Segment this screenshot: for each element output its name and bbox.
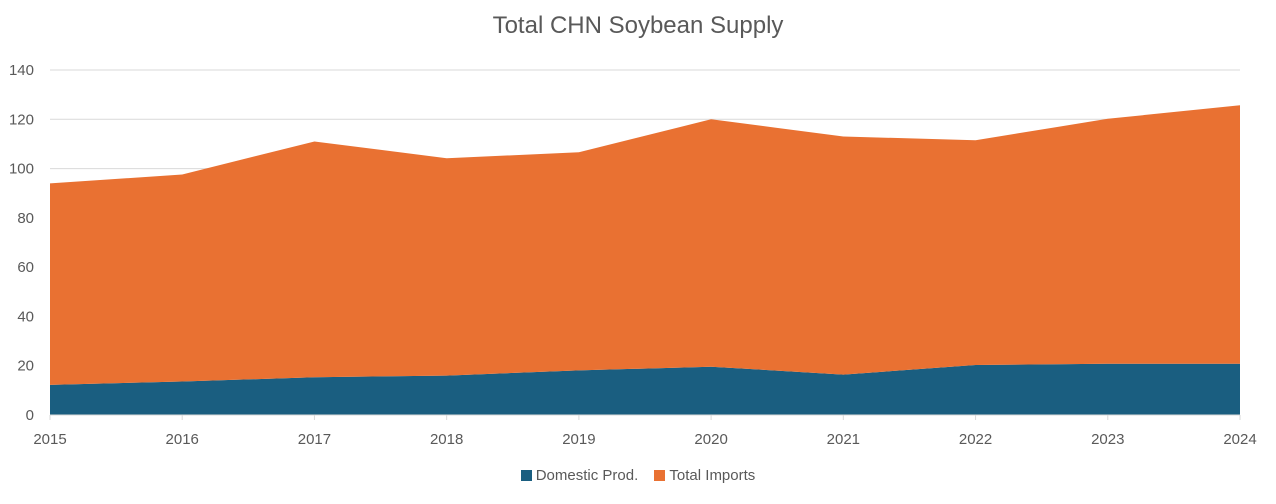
x-tick-label-2015: 2015 <box>33 431 66 448</box>
legend-label-domestic: Domestic Prod. <box>535 467 639 484</box>
x-tick-label-2016: 2016 <box>166 431 199 448</box>
legend-label-imports: Total Imports <box>669 467 756 484</box>
y-tick-label-80: 80 <box>17 210 34 227</box>
y-tick-label-120: 120 <box>9 111 34 128</box>
chart-title: Total CHN Soybean Supply <box>492 12 784 39</box>
x-tick-label-2022: 2022 <box>959 431 992 448</box>
area-series-total-imports <box>50 105 1240 385</box>
x-tick-label-2023: 2023 <box>1091 431 1124 448</box>
x-tick-label-2024: 2024 <box>1223 431 1256 448</box>
y-tick-label-60: 60 <box>17 259 34 276</box>
y-tick-label-20: 20 <box>17 358 34 375</box>
legend-item-imports: Total Imports <box>654 467 755 484</box>
y-tick-label-0: 0 <box>26 407 34 424</box>
x-tick-label-2020: 2020 <box>694 431 727 448</box>
legend: Domestic Prod. Total Imports <box>0 467 1276 485</box>
x-tick-label-2021: 2021 <box>827 431 860 448</box>
y-tick-label-100: 100 <box>9 161 34 178</box>
x-tick-label-2017: 2017 <box>298 431 331 448</box>
legend-item-domestic: Domestic Prod. <box>520 467 639 484</box>
y-tick-label-40: 40 <box>17 308 34 325</box>
x-tick-label-2019: 2019 <box>562 431 595 448</box>
y-tick-label-140: 140 <box>9 62 34 79</box>
x-tick-label-2018: 2018 <box>430 431 463 448</box>
legend-swatch-imports <box>654 470 666 481</box>
area-series-domestic-prod <box>50 363 1240 415</box>
legend-swatch-domestic <box>520 470 532 481</box>
